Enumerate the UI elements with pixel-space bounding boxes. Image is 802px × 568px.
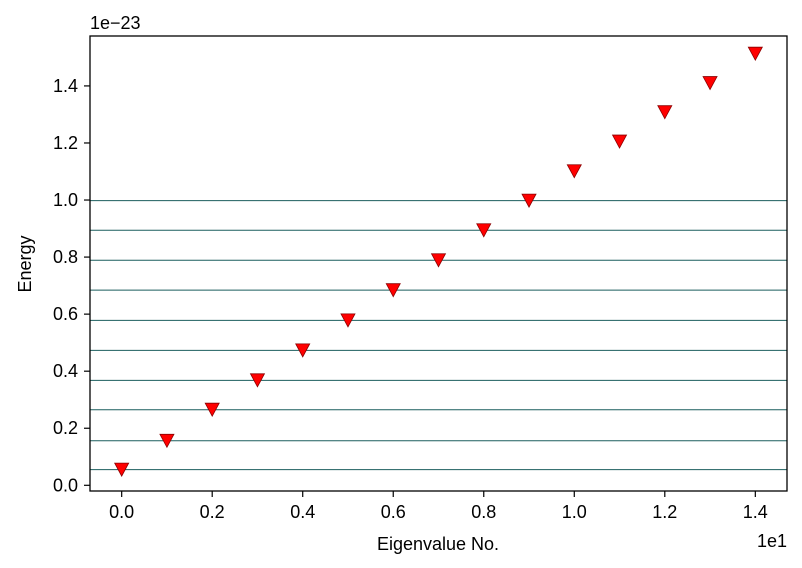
y-tick-label: 0.8	[53, 247, 78, 267]
data-point	[476, 223, 492, 238]
y-axis-ticks: 0.0 0.2 0.4 0.6 0.8 1.0 1.2 1.4	[53, 76, 90, 495]
x-tick-label: 0.4	[290, 502, 315, 522]
y-offset-text: 1e−23	[90, 13, 141, 33]
data-point	[249, 373, 266, 388]
y-tick-label: 1.4	[53, 76, 78, 96]
y-tick-label: 1.0	[53, 190, 78, 210]
data-point	[114, 462, 130, 477]
data-point	[657, 105, 673, 120]
data-points	[114, 46, 763, 477]
data-point	[702, 76, 718, 91]
y-tick-label: 0.4	[53, 361, 78, 381]
y-axis-label: Energy	[15, 235, 35, 292]
data-point	[747, 46, 763, 62]
x-offset-text: 1e1	[757, 531, 787, 551]
plot-frame	[89, 35, 788, 492]
y-tick-label: 0.2	[53, 418, 78, 438]
data-point	[611, 134, 628, 149]
x-tick-label: 0.0	[109, 502, 134, 522]
x-tick-label: 0.2	[200, 502, 225, 522]
data-point	[566, 164, 582, 179]
x-tick-label: 0.8	[471, 502, 496, 522]
data-point	[295, 343, 311, 358]
x-tick-label: 0.6	[381, 502, 406, 522]
y-tick-label: 0.6	[53, 304, 78, 324]
horizontal-lines	[90, 200, 787, 471]
x-tick-label: 1.4	[743, 502, 768, 522]
data-point	[385, 283, 401, 298]
y-tick-label: 0.0	[53, 475, 78, 495]
data-point	[340, 313, 356, 328]
x-axis-ticks: 0.0 0.2 0.4 0.6 0.8 1.0 1.2 1.4	[109, 491, 768, 522]
data-point	[159, 433, 175, 449]
y-tick-label: 1.2	[53, 133, 78, 153]
x-tick-label: 1.0	[562, 502, 587, 522]
data-point	[430, 253, 447, 268]
data-point	[204, 402, 220, 418]
data-point	[521, 193, 537, 208]
x-axis-label: Eigenvalue No.	[377, 534, 499, 554]
x-tick-label: 1.2	[652, 502, 677, 522]
